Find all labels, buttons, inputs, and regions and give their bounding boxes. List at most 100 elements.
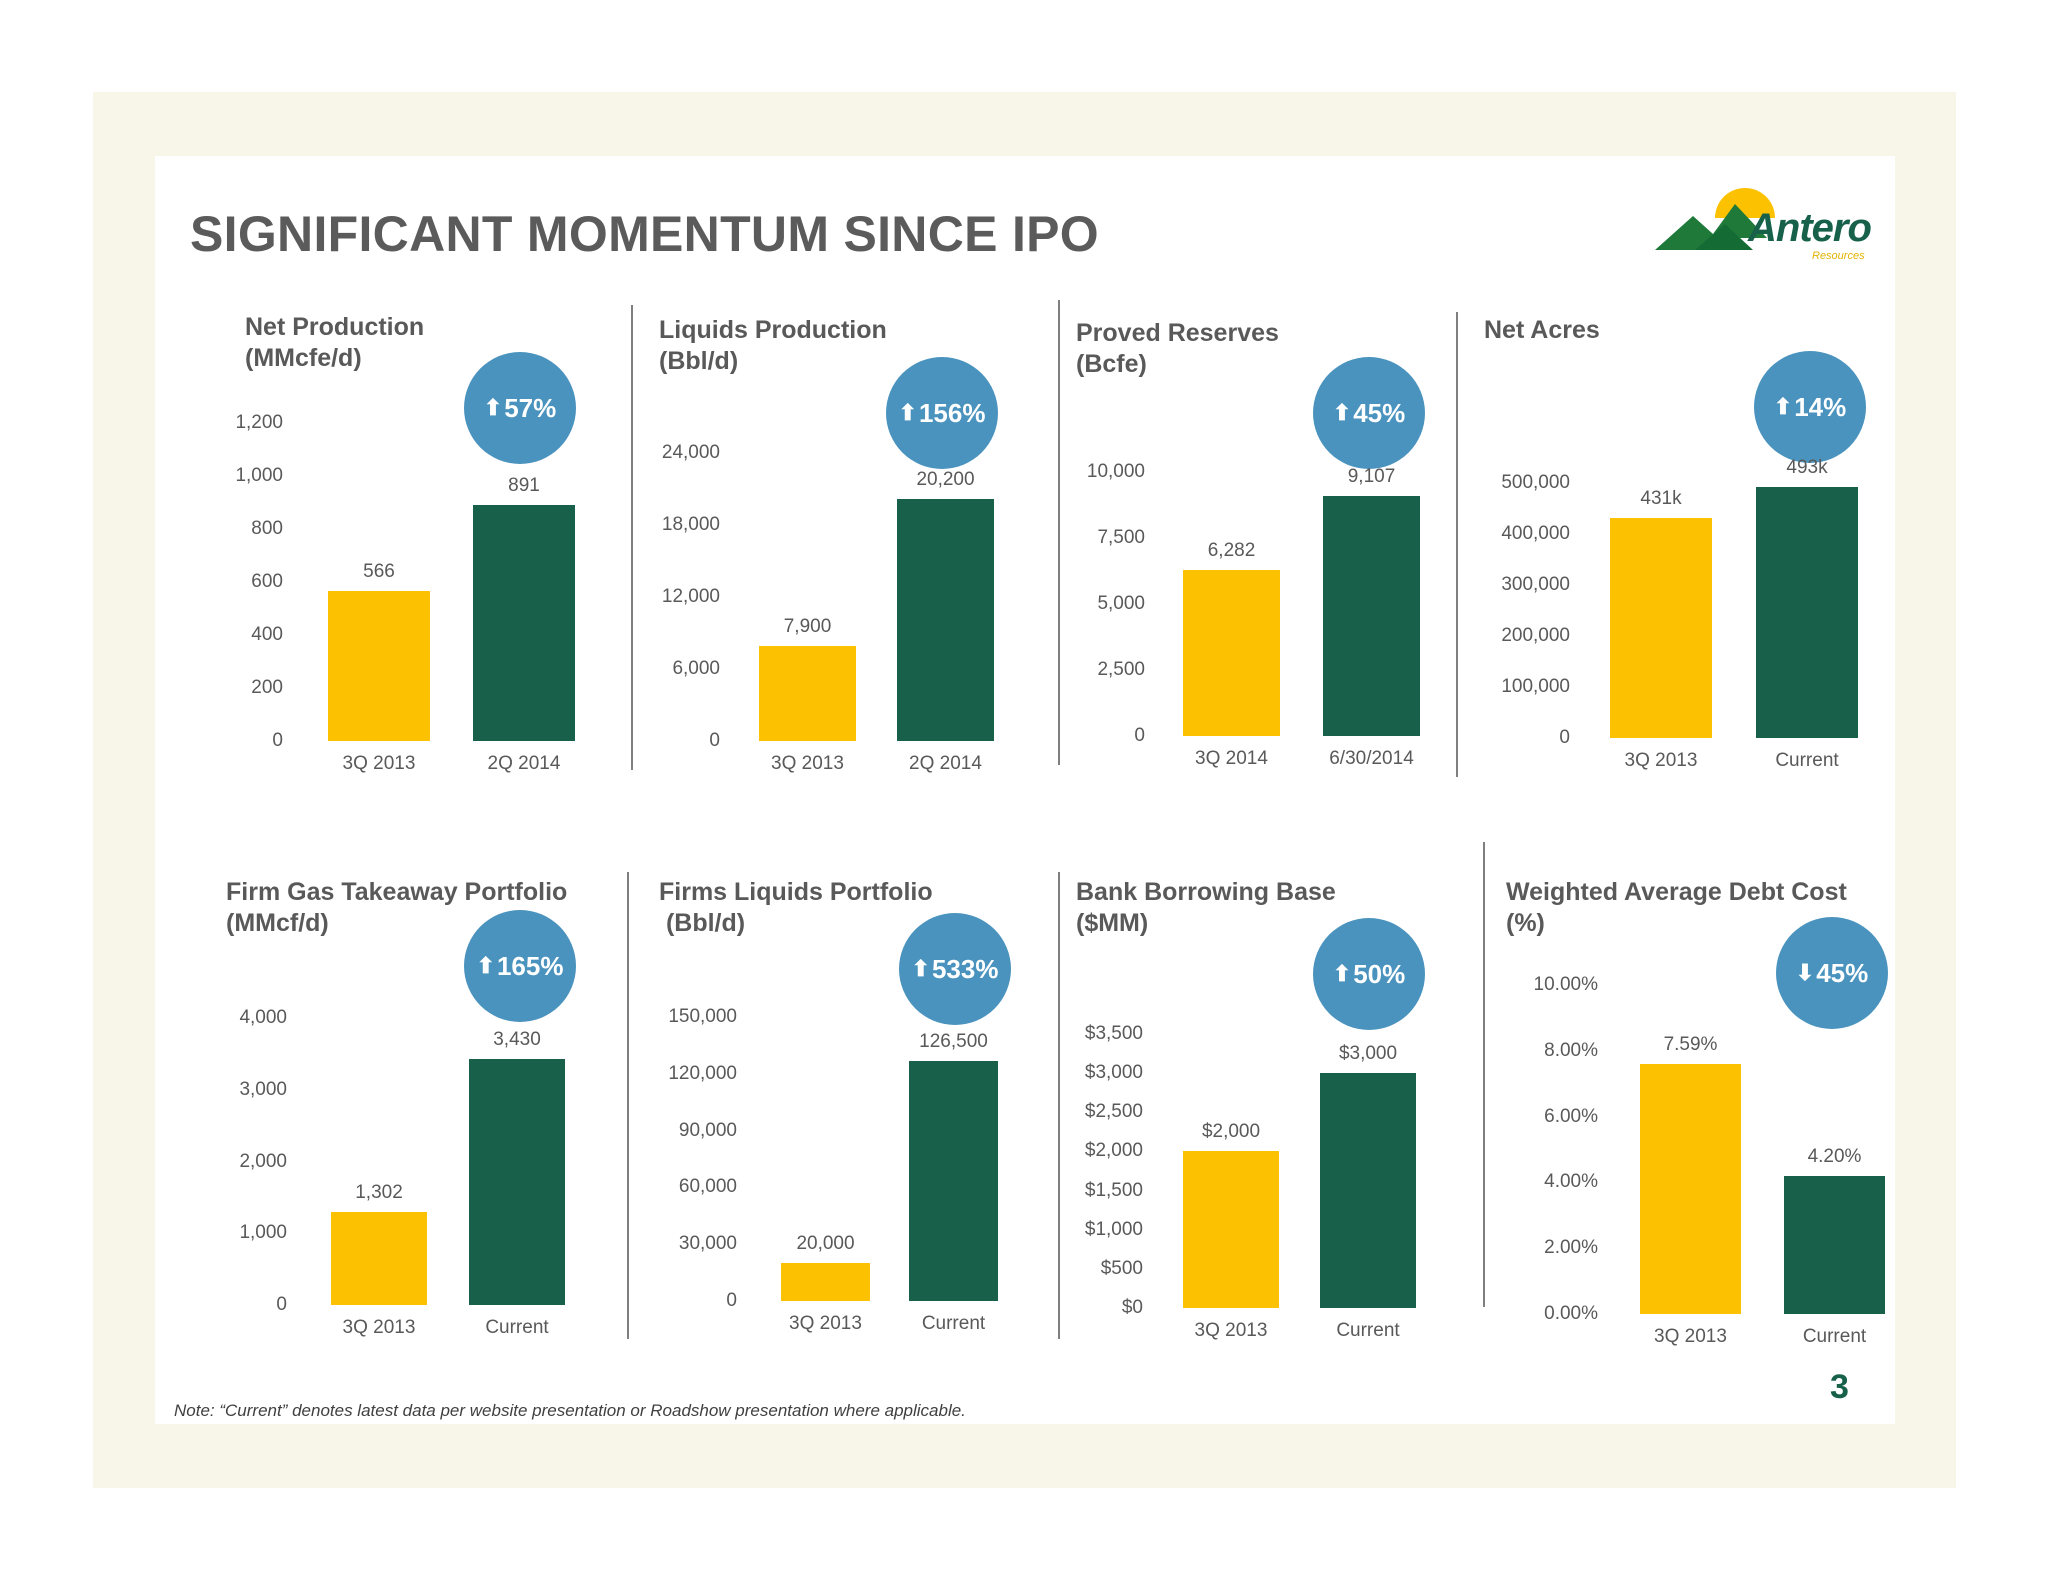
slide-background — [155, 156, 1895, 1424]
bar-baseline — [1183, 1151, 1279, 1308]
y-tick-label: 800 — [251, 518, 283, 539]
change-value: 156% — [918, 397, 986, 428]
category-label: 3Q 2014 — [1195, 748, 1268, 769]
y-tick-label: 10.00% — [1533, 974, 1598, 995]
divider — [1058, 872, 1060, 1339]
page-title: SIGNIFICANT MOMENTUM SINCE IPO — [190, 206, 1099, 262]
data-label: 126,500 — [919, 1031, 988, 1053]
arrow-up-icon: ⬆ — [1332, 400, 1352, 425]
data-label: $3,000 — [1338, 1043, 1398, 1065]
data-label: 6,282 — [1207, 540, 1256, 562]
change-value: 45% — [1353, 397, 1406, 428]
y-tick-label: 600 — [251, 571, 283, 592]
arrow-up-icon: ⬆ — [911, 956, 930, 981]
y-tick-label: 200 — [251, 677, 283, 698]
category-label: 3Q 2013 — [1194, 1320, 1268, 1341]
bar-baseline — [1610, 518, 1712, 738]
y-tick-label: 5,000 — [1097, 593, 1145, 614]
y-tick-label: 24,000 — [661, 442, 720, 463]
y-tick-label: 30,000 — [678, 1233, 737, 1255]
change-badge: ⬆ 156% — [886, 357, 998, 469]
y-tick-label: $3,500 — [1084, 1023, 1143, 1044]
arrow-down-icon: ⬇ — [1795, 960, 1815, 985]
y-tick-label: $2,000 — [1084, 1140, 1143, 1162]
footnote: Note: “Current” denotes latest data per … — [174, 1401, 966, 1420]
chart-title: Net Production (MMcfe/d) — [245, 313, 425, 372]
y-tick-label: 400,000 — [1501, 523, 1570, 544]
arrow-up-icon: ⬆ — [1773, 394, 1793, 419]
category-label: 6/30/2014 — [1329, 748, 1414, 769]
chart-title: Bank Borrowing Base ($MM) — [1076, 878, 1336, 937]
bar-current — [1756, 486, 1858, 738]
chart-title: Proved Reserves (Bcfe) — [1076, 319, 1279, 378]
data-label: 20,000 — [796, 1233, 855, 1255]
category-label: 3Q 2013 — [342, 1317, 416, 1338]
bar-current — [473, 504, 575, 741]
y-tick-label: 4,000 — [239, 1007, 287, 1028]
bar-current — [469, 1058, 565, 1305]
divider — [631, 305, 633, 770]
y-tick-label: 0.00% — [1544, 1303, 1598, 1324]
y-tick-label: 0 — [1134, 725, 1145, 746]
arrow-up-icon: ⬆ — [483, 395, 503, 420]
category-label: 3Q 2013 — [789, 1313, 862, 1334]
change-value: 14% — [1794, 391, 1847, 422]
y-tick-label: 6.00% — [1544, 1105, 1598, 1127]
data-label: 7.59% — [1663, 1034, 1718, 1056]
category-label: Current — [921, 1313, 986, 1334]
bar-current — [1323, 495, 1420, 736]
y-tick-label: 2.00% — [1544, 1237, 1598, 1259]
y-tick-label: 10,000 — [1086, 461, 1145, 482]
category-label: 3Q 2013 — [1654, 1326, 1727, 1347]
data-label: 493k — [1786, 456, 1828, 478]
y-tick-label: 200,000 — [1501, 625, 1570, 646]
data-label: 20,200 — [916, 468, 975, 490]
change-value: 533% — [931, 953, 999, 984]
bar-baseline — [328, 591, 430, 741]
y-tick-label: 60,000 — [678, 1176, 737, 1198]
category-label: Current — [485, 1317, 549, 1338]
bar-current — [897, 498, 994, 741]
y-tick-label: 0 — [726, 1290, 737, 1311]
bar-baseline — [1183, 570, 1280, 736]
chart-title: Liquids Production (Bbl/d) — [659, 316, 887, 375]
divider — [627, 872, 629, 1339]
y-tick-label: 8.00% — [1544, 1039, 1598, 1061]
y-tick-label: $0 — [1121, 1297, 1143, 1318]
data-label: 891 — [508, 474, 540, 496]
chart-title: Firm Gas Takeaway Portfolio (MMcf/d) — [226, 878, 568, 937]
bar-current — [909, 1061, 998, 1301]
category-label: 3Q 2013 — [1624, 750, 1698, 771]
divider — [1456, 312, 1458, 777]
data-label: 9,107 — [1347, 465, 1396, 487]
data-label: 3,430 — [493, 1028, 541, 1050]
change-badge: ⬆ 45% — [1313, 357, 1425, 469]
y-tick-label: 0 — [272, 730, 283, 751]
chart-title: Net Acres — [1484, 316, 1600, 344]
y-tick-label: 1,000 — [235, 465, 283, 486]
y-tick-label: 7,500 — [1097, 527, 1145, 548]
category-label: 2Q 2014 — [487, 753, 561, 774]
change-value: 45% — [1816, 957, 1869, 988]
arrow-up-icon: ⬆ — [1332, 961, 1352, 986]
divider — [1058, 300, 1060, 765]
y-tick-label: 12,000 — [661, 586, 720, 607]
y-tick-label: 0 — [276, 1294, 287, 1315]
y-tick-label: 18,000 — [661, 514, 720, 535]
y-tick-label: 400 — [251, 624, 283, 645]
change-value: 165% — [496, 950, 564, 981]
data-label: 7,900 — [783, 616, 832, 638]
change-badge: ⬆ 533% — [899, 913, 1011, 1025]
logo-text: Antero — [1748, 206, 1872, 250]
data-label: $2,000 — [1201, 1121, 1261, 1143]
y-tick-label: $1,500 — [1084, 1179, 1143, 1201]
change-value: 57% — [504, 392, 557, 423]
bar-current — [1784, 1175, 1885, 1314]
y-tick-label: 1,000 — [239, 1222, 287, 1244]
change-badge: ⬆ 57% — [464, 352, 576, 464]
chart-title: Firms Liquids Portfolio (Bbl/d) — [659, 878, 933, 937]
change-value: 50% — [1353, 958, 1406, 989]
category-label: Current — [1802, 1326, 1867, 1347]
data-label: 1,302 — [355, 1181, 403, 1203]
change-badge: ⬆ 14% — [1754, 351, 1866, 463]
